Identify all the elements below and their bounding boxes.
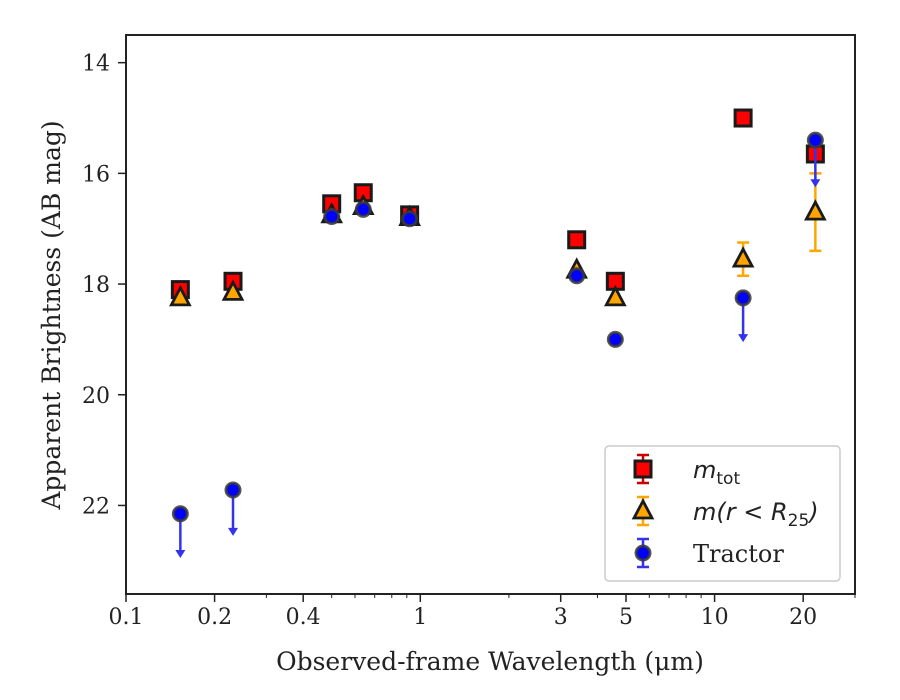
data-point-tractor bbox=[323, 208, 341, 226]
y-tick-label: 18 bbox=[82, 273, 110, 298]
x-tick-label: 1 bbox=[413, 605, 427, 630]
data-point-tractor bbox=[806, 131, 824, 149]
axis-ticks: 0.1 0.2 0.4 1 3 5 10 20 14 16 18 20 22 bbox=[82, 52, 856, 630]
series-mr25 bbox=[169, 172, 827, 307]
y-tick-label: 16 bbox=[82, 162, 110, 187]
data-point-mr25 bbox=[169, 284, 192, 307]
data-point-tractor bbox=[354, 200, 372, 218]
data-point-tractor bbox=[401, 210, 419, 228]
data-point-mr25 bbox=[604, 284, 627, 307]
legend-label-mr25: m(r < R25) bbox=[693, 498, 819, 531]
legend-marker-mr25 bbox=[631, 498, 655, 520]
data-point-tractor bbox=[568, 267, 586, 285]
data-point-mtot bbox=[567, 230, 587, 250]
x-tick-label: 5 bbox=[619, 605, 633, 630]
data-point-tractor bbox=[734, 289, 752, 307]
legend-label-tractor: Tractor bbox=[693, 540, 784, 568]
x-tick-label: 3 bbox=[554, 605, 568, 630]
upper-limit-arrow-head bbox=[175, 550, 186, 559]
upper-limit-arrow-head bbox=[228, 527, 239, 536]
upper-limit-arrow-head bbox=[810, 179, 821, 188]
data-point-mr25 bbox=[221, 279, 245, 301]
y-tick-label: 20 bbox=[82, 384, 110, 409]
series-tractor bbox=[171, 131, 824, 559]
data-point-mr25 bbox=[731, 246, 755, 268]
x-tick-label: 10 bbox=[701, 605, 729, 630]
x-tick-label: 0.2 bbox=[197, 605, 232, 630]
series-mtot bbox=[170, 108, 825, 300]
legend-label-mtot: mtot bbox=[693, 456, 740, 489]
data-point-mtot bbox=[733, 108, 753, 128]
legend-box bbox=[604, 445, 841, 582]
legend-marker-tractor bbox=[634, 544, 652, 562]
x-tick-label: 20 bbox=[789, 605, 817, 630]
x-axis-label: Observed-frame Wavelength (μm) bbox=[276, 647, 704, 676]
upper-limit-arrow-head bbox=[738, 334, 749, 343]
legend-marker-mtot bbox=[633, 459, 653, 479]
x-tick-label: 0.4 bbox=[286, 605, 321, 630]
data-point-tractor bbox=[171, 505, 189, 523]
y-axis-label: Apparent Brightness (AB mag) bbox=[37, 120, 66, 510]
plot-area bbox=[169, 108, 827, 559]
legend-markers bbox=[631, 453, 655, 569]
y-tick-label: 22 bbox=[82, 494, 110, 519]
data-point-tractor bbox=[224, 481, 242, 499]
data-point-mr25 bbox=[804, 199, 827, 221]
legend: mtot m(r < R25) Tractor bbox=[604, 445, 841, 582]
x-tick-label: 0.1 bbox=[109, 605, 144, 630]
y-tick-label: 14 bbox=[82, 52, 110, 77]
plot-frame bbox=[125, 34, 856, 595]
data-point-tractor bbox=[606, 330, 624, 348]
